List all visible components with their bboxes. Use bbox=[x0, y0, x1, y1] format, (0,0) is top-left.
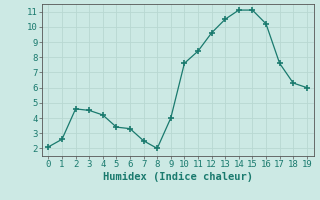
X-axis label: Humidex (Indice chaleur): Humidex (Indice chaleur) bbox=[103, 172, 252, 182]
